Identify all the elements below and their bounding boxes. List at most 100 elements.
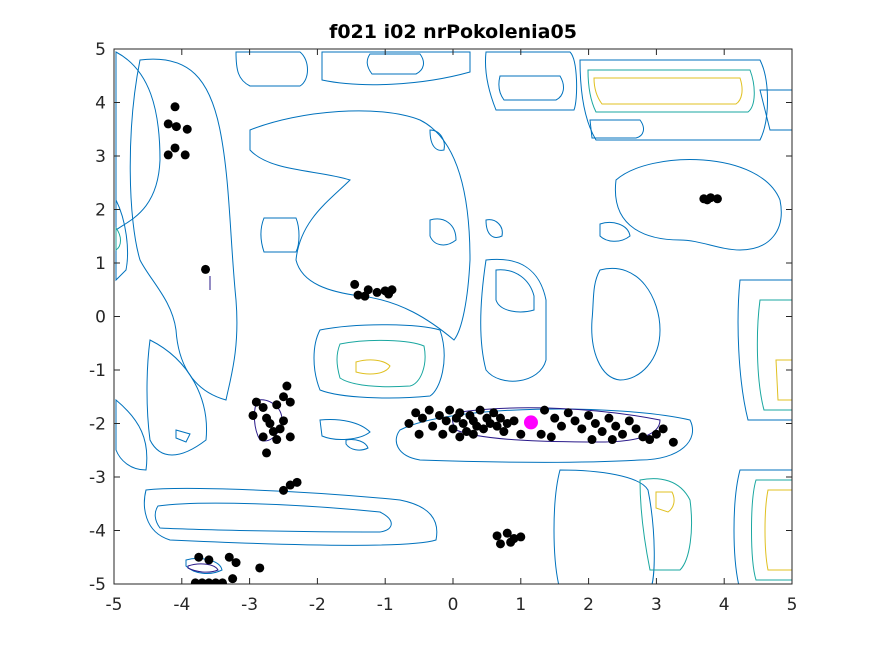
population-point (428, 421, 438, 431)
y-axis: -5 -4 -3 -2 -1 0 1 2 3 4 5 (89, 40, 792, 595)
contour-lines (115, 51, 792, 584)
population-point (384, 289, 394, 299)
population-point (217, 578, 227, 584)
population-point (485, 419, 495, 428)
population-point (424, 405, 434, 415)
y-tick-label: 1 (95, 254, 106, 274)
population-point (462, 427, 472, 437)
population-point (194, 552, 204, 562)
population-point (445, 405, 455, 415)
population-point (570, 416, 580, 426)
population-point (255, 563, 265, 573)
population-point (163, 150, 173, 160)
population-point (607, 435, 617, 445)
population-point (455, 432, 465, 442)
population-point (360, 291, 370, 301)
population-point (495, 413, 505, 423)
x-tick-label: 2 (583, 595, 594, 615)
population-point (272, 435, 282, 445)
y-tick-label: 4 (95, 94, 106, 114)
population-point (372, 287, 382, 297)
population-point (492, 531, 502, 541)
population-point (489, 408, 499, 418)
population-point (262, 448, 272, 458)
population-point (584, 410, 594, 420)
population-point (479, 424, 489, 434)
population-point (611, 421, 621, 431)
population-point (516, 429, 526, 439)
population-point (577, 424, 587, 434)
population-point (251, 397, 261, 407)
population-point (248, 410, 258, 420)
population-point (414, 429, 424, 439)
population-point (658, 424, 668, 434)
population-point (204, 555, 214, 565)
population-point (550, 413, 560, 423)
population-point (668, 437, 678, 447)
x-tick-label: -4 (173, 595, 190, 615)
population-point (272, 400, 282, 410)
population-point (434, 410, 444, 420)
x-tick-label: -2 (309, 595, 326, 615)
population-point (492, 421, 502, 431)
population-point (211, 578, 221, 584)
population-point (171, 122, 181, 132)
population-point (268, 427, 278, 437)
population-point (638, 432, 648, 442)
y-tick-label: -4 (89, 522, 106, 542)
population-point (279, 416, 288, 426)
population-point (275, 424, 285, 434)
population-point (590, 419, 600, 428)
population-point (495, 539, 505, 549)
population-point (468, 429, 478, 439)
population-point (556, 421, 566, 431)
y-tick-label: 2 (95, 201, 106, 221)
population-point (546, 432, 556, 442)
population-point (536, 429, 546, 439)
population-point (228, 574, 238, 584)
x-axis: -5 -4 -3 -2 -1 0 1 2 3 4 5 (106, 49, 798, 615)
chart-title: f021 i02 nrPokolenia05 (329, 21, 577, 43)
population-point (499, 427, 509, 437)
population-point (170, 143, 180, 153)
population-point (645, 435, 655, 445)
population-point (258, 402, 268, 412)
y-tick-label: -3 (89, 468, 106, 488)
population-point (204, 578, 214, 584)
population-point (509, 416, 519, 426)
population-point (502, 528, 512, 538)
population-point (292, 477, 302, 487)
population-point (458, 419, 468, 428)
population-point (597, 427, 607, 437)
population-point (506, 537, 516, 547)
population-point (502, 419, 512, 428)
population-point (224, 552, 234, 562)
population-point (190, 578, 200, 584)
x-tick-label: 5 (787, 595, 798, 615)
population-point (712, 194, 722, 204)
population-point (618, 429, 627, 439)
population-point (411, 408, 421, 418)
y-tick-label: 0 (95, 308, 106, 328)
y-tick-label: -1 (89, 361, 106, 381)
population-point (438, 429, 448, 439)
population-point (587, 435, 597, 445)
population-point (631, 424, 641, 434)
population-point (231, 558, 241, 568)
x-tick-label: 4 (719, 595, 730, 615)
population-point (404, 419, 414, 428)
x-tick-label: -5 (106, 595, 123, 615)
population-point (258, 432, 268, 442)
population-point (417, 413, 427, 423)
population-point (472, 421, 482, 431)
population-point (197, 578, 207, 584)
population-point (201, 264, 211, 274)
population-point (182, 124, 192, 134)
population-point (475, 405, 485, 415)
population-point (651, 429, 661, 439)
x-tick-label: 3 (651, 595, 662, 615)
x-tick-label: -3 (241, 595, 258, 615)
population-point (448, 424, 458, 434)
best-point-layer (523, 415, 538, 430)
